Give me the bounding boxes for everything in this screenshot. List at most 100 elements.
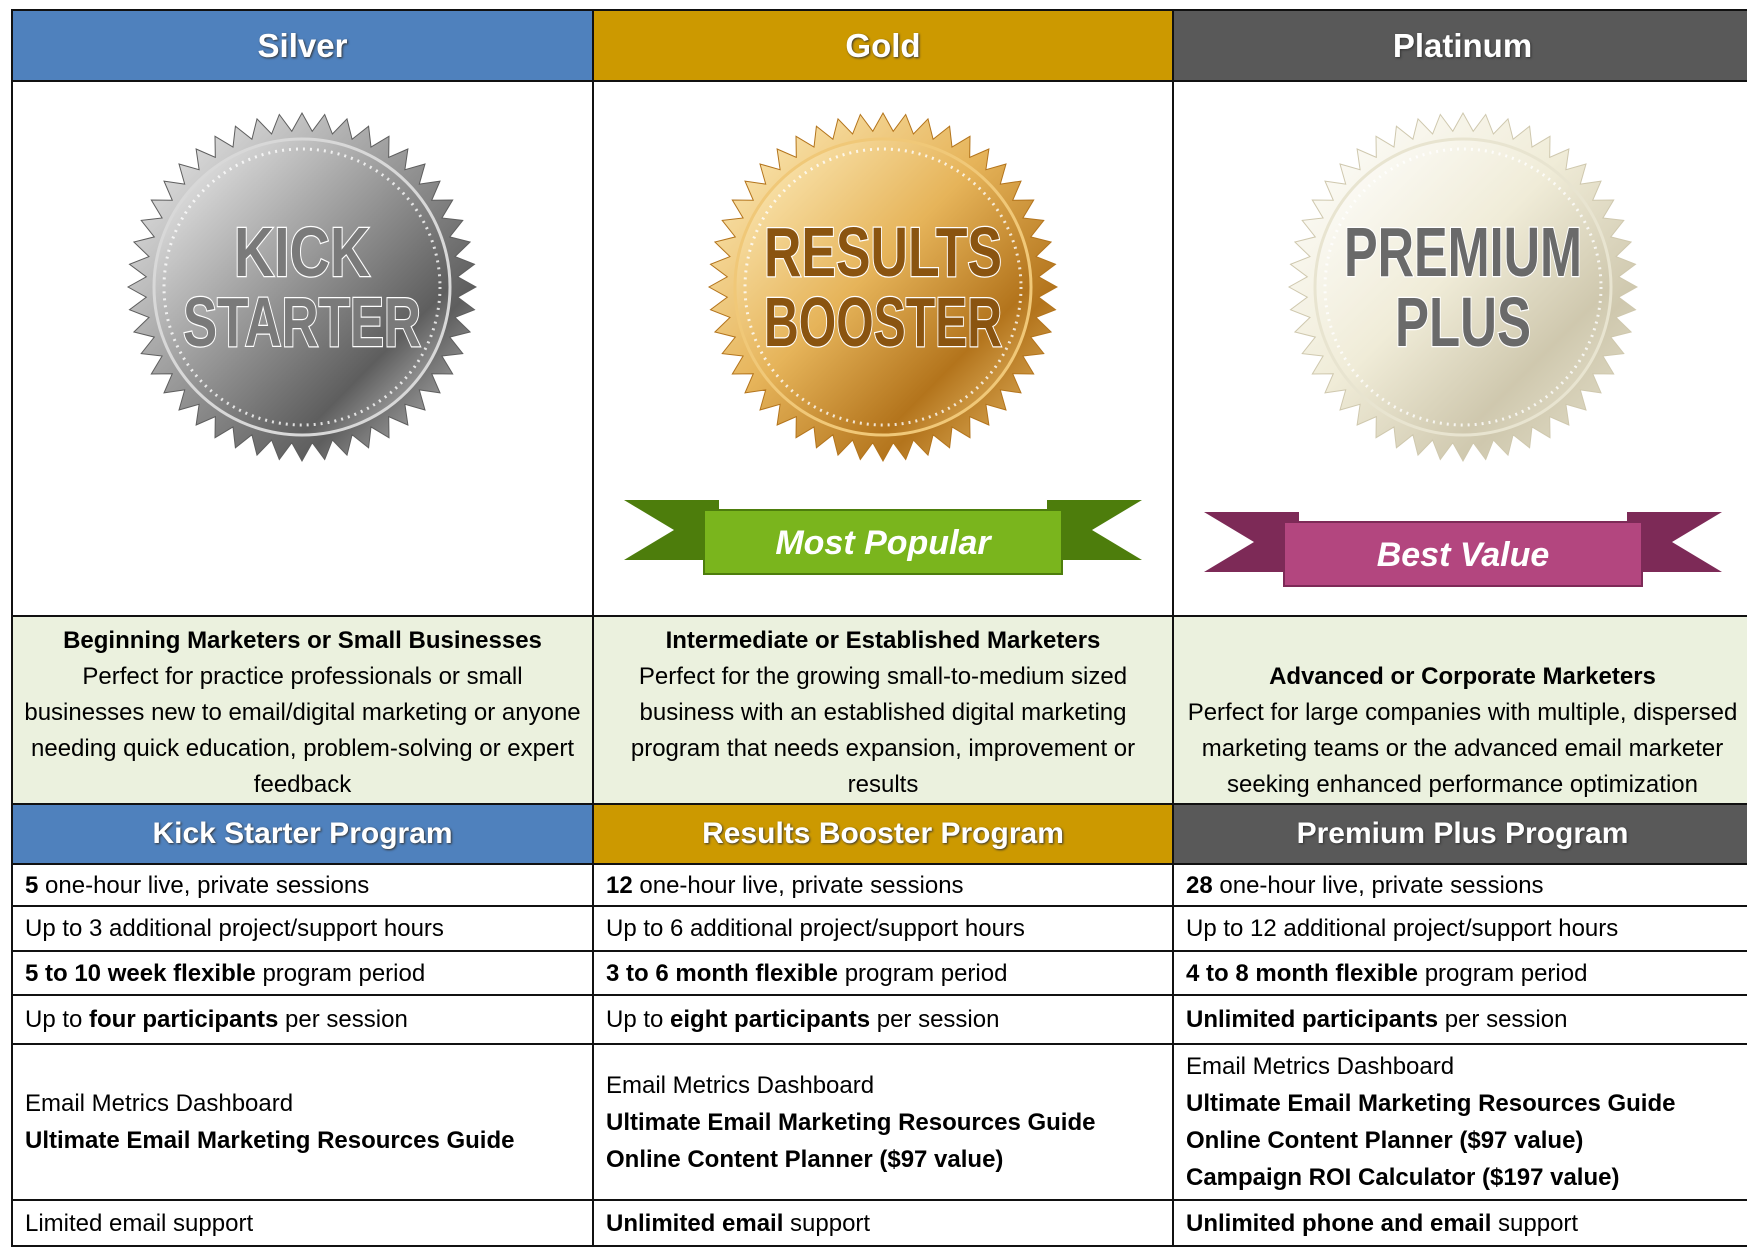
seal-face (733, 137, 1033, 437)
feature-text: one-hour live, private sessions (632, 871, 964, 899)
feature-cell: Up to 3 additional project/support hours (11, 905, 594, 952)
tier-header: Silver (11, 9, 594, 82)
audience-title: Beginning Marketers or Small Businesses (63, 627, 542, 654)
audience-title: Intermediate or Established Marketers (665, 627, 1101, 654)
feature-line: 5 to 10 week flexible program period (25, 955, 591, 992)
seal-ring (1323, 147, 1603, 427)
pricing-table: Silver Gold Platinum KICK STARTER RESULTS BOOS… (11, 9, 1747, 1247)
feature-cell: 28 one-hour live, private sessions (1172, 863, 1747, 907)
feature-text: one-hour live, private sessions (38, 871, 370, 899)
feature-text: Ultimate Email Marketing Resources Guide (25, 1127, 515, 1154)
feature-text: Up to (25, 1006, 90, 1033)
feature-text: support (1491, 1209, 1579, 1237)
feature-cell: 4 to 8 month flexible program period (1172, 950, 1747, 996)
feature-line: Unlimited phone and email support (1186, 1205, 1747, 1242)
feature-text: Limited email support (25, 1209, 254, 1237)
table-row: Beginning Marketers or Small Businesses P… (11, 615, 1747, 805)
feature-line: Online Content Planner ($97 value) (1186, 1122, 1747, 1159)
feature-line: Ultimate Email Marketing Resources Guide (606, 1104, 1171, 1141)
feature-text: Campaign ROI Calculator ($197 value) (1186, 1164, 1620, 1191)
seal-face (152, 137, 452, 437)
feature-line: Unlimited participants per session (1186, 1001, 1747, 1038)
table-row: 5 to 10 week flexible program period 3 to… (11, 950, 1747, 996)
feature-cell: Up to 12 additional project/support hour… (1172, 905, 1747, 952)
feature-text: eight participants (670, 1006, 871, 1033)
feature-cell: 3 to 6 month flexible program period (592, 950, 1174, 996)
ribbon-tail (1627, 512, 1722, 572)
audience-cell: Intermediate or Established Marketers Per… (592, 615, 1174, 805)
feature-line: 28 one-hour live, private sessions (1186, 867, 1747, 904)
audience-cell: Advanced or Corporate Marketers Perfect f… (1172, 615, 1747, 805)
feature-cell: Up to 6 additional project/support hours (592, 905, 1174, 952)
feature-cell: Unlimited participants per session (1172, 994, 1747, 1045)
feature-text: program period (1418, 959, 1588, 987)
badge-cell: KICK STARTER (11, 80, 594, 617)
feature-text: program period (255, 959, 426, 987)
feature-line: Email Metrics Dashboard (25, 1085, 591, 1122)
feature-line: Up to four participants per session (25, 1001, 591, 1038)
feature-text: per session (1438, 1006, 1568, 1033)
feature-text: Ultimate Email Marketing Resources Guide (1186, 1090, 1676, 1117)
feature-text: Up to 3 additional project/support hours (25, 915, 444, 942)
feature-text: one-hour live, private sessions (1212, 871, 1544, 899)
feature-cell: Up to eight participants per session (592, 994, 1174, 1045)
feature-cell: Unlimited email support (592, 1199, 1174, 1247)
feature-text: Unlimited participants (1186, 1006, 1439, 1033)
badge-text: PREMIUM (1344, 213, 1582, 291)
feature-line: Up to 12 additional project/support hour… (1186, 910, 1747, 947)
feature-line: Limited email support (25, 1205, 591, 1242)
audience-description: Perfect for large companies with multipl… (1187, 699, 1738, 798)
badge-cell: RESULTS BOOSTER Most Popular (592, 80, 1174, 617)
feature-cell: 5 one-hour live, private sessions (11, 863, 594, 907)
tier-header: Gold (592, 9, 1174, 82)
feature-text: support (783, 1209, 871, 1237)
feature-text: Email Metrics Dashboard (1186, 1053, 1455, 1080)
feature-cell: Up to four participants per session (11, 994, 594, 1045)
feature-text: Up to 12 additional project/support hour… (1186, 915, 1619, 942)
ribbon-text: Most Popular (775, 524, 992, 562)
feature-text: 3 to 6 month flexible (606, 959, 839, 987)
feature-text: Up to (606, 1006, 671, 1033)
feature-text: Unlimited email (606, 1209, 784, 1237)
seal-face (1313, 137, 1613, 437)
table-row: KICK STARTER RESULTS BOOSTER Most Popular PRE… (11, 80, 1747, 617)
program-header: Results Booster Program (592, 803, 1174, 865)
ribbon-band (703, 509, 1063, 575)
feature-line: Up to eight participants per session (606, 1001, 1171, 1038)
table-body: Silver Gold Platinum KICK STARTER RESULTS BOOS… (11, 9, 1747, 1247)
badge-cell: PREMIUM PLUS Best Value (1172, 80, 1747, 617)
feature-line: Ultimate Email Marketing Resources Guide (25, 1122, 591, 1159)
badge-text: RESULTS (764, 213, 1002, 291)
audience-description: Perfect for practice professionals or sm… (24, 663, 581, 798)
feature-text: Unlimited phone and email (1186, 1209, 1492, 1237)
tier-header: Platinum (1172, 9, 1747, 82)
feature-line: 3 to 6 month flexible program period (606, 955, 1171, 992)
feature-text: program period (838, 959, 1008, 987)
feature-text: 5 to 10 week flexible (25, 959, 256, 987)
ribbon-band (1283, 521, 1643, 587)
feature-line: Campaign ROI Calculator ($197 value) (1186, 1159, 1747, 1196)
seal-ring (162, 147, 442, 427)
feature-line: 12 one-hour live, private sessions (606, 867, 1171, 904)
feature-text: 4 to 8 month flexible (1186, 959, 1419, 987)
seal-ring (743, 147, 1023, 427)
feature-text: 12 (606, 871, 633, 899)
feature-text: four participants (89, 1006, 279, 1033)
table: Silver Gold Platinum KICK STARTER RESULTS BOOS… (11, 9, 1747, 1247)
feature-line: Email Metrics Dashboard (1186, 1048, 1747, 1085)
table-row: Kick Starter Program Results Booster Prog… (11, 803, 1747, 865)
table-row: Up to 3 additional project/support hours… (11, 905, 1747, 952)
table-row: 5 one-hour live, private sessions 12 one-… (11, 863, 1747, 907)
audience-description: Perfect for the growing small-to-medium … (630, 663, 1136, 798)
feature-line: Up to 6 additional project/support hours (606, 910, 1171, 947)
ribbon-text: Best Value (1377, 536, 1550, 574)
badge-text: KICK (234, 213, 370, 291)
feature-cell: Email Metrics Dashboard Ultimate Email Ma… (592, 1043, 1174, 1201)
audience-title: Advanced or Corporate Marketers (1269, 663, 1656, 690)
feature-cell: Email Metrics Dashboard Ultimate Email Ma… (11, 1043, 594, 1201)
feature-text: per session (278, 1006, 408, 1033)
program-header: Kick Starter Program (11, 803, 594, 865)
